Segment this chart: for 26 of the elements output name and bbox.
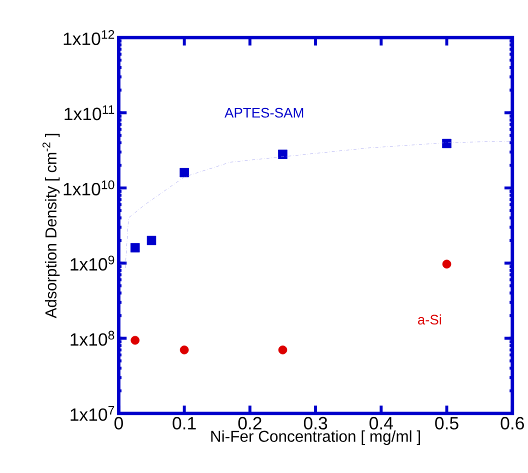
- x-axis-title: Ni-Fer Concentration [ mg/ml ]: [211, 430, 420, 446]
- x-tick-label: 0.6: [500, 417, 524, 430]
- point: [442, 138, 452, 148]
- y-tick-label: 1x10$^{12}$: [64, 30, 114, 46]
- x-tick-label: 0.5: [435, 417, 458, 430]
- x-tick-label: 0.1: [172, 417, 196, 430]
- point: [146, 236, 156, 246]
- text: a-Si: [418, 314, 442, 325]
- y-tick-label: 1x10$^{8}$: [70, 330, 114, 346]
- point: [442, 260, 452, 269]
- point: [180, 346, 189, 354]
- text: APTES-SAM: [224, 108, 304, 118]
- x-tick-label: 0: [114, 417, 123, 430]
- y-tick-label: 1x10$^{9}$: [70, 256, 114, 271]
- x-tick-label: 0.2: [238, 417, 262, 430]
- y-tick-label: 1x10$^{10}$: [64, 180, 114, 196]
- point: [130, 336, 140, 345]
- point: [278, 150, 288, 160]
- point: [278, 346, 288, 354]
- y-axis-title: Adsorption Density [ cm$^{-2}$ ]: [42, 134, 60, 318]
- point: [180, 168, 189, 178]
- y-tick-label: 1x10$^{11}$: [64, 105, 114, 120]
- x-tick-label: 0.3: [304, 417, 328, 430]
- x-tick-label: 0.4: [370, 417, 393, 430]
- y-tick-label: 1x10$^{7}$: [70, 406, 114, 421]
- point: [130, 243, 140, 252]
